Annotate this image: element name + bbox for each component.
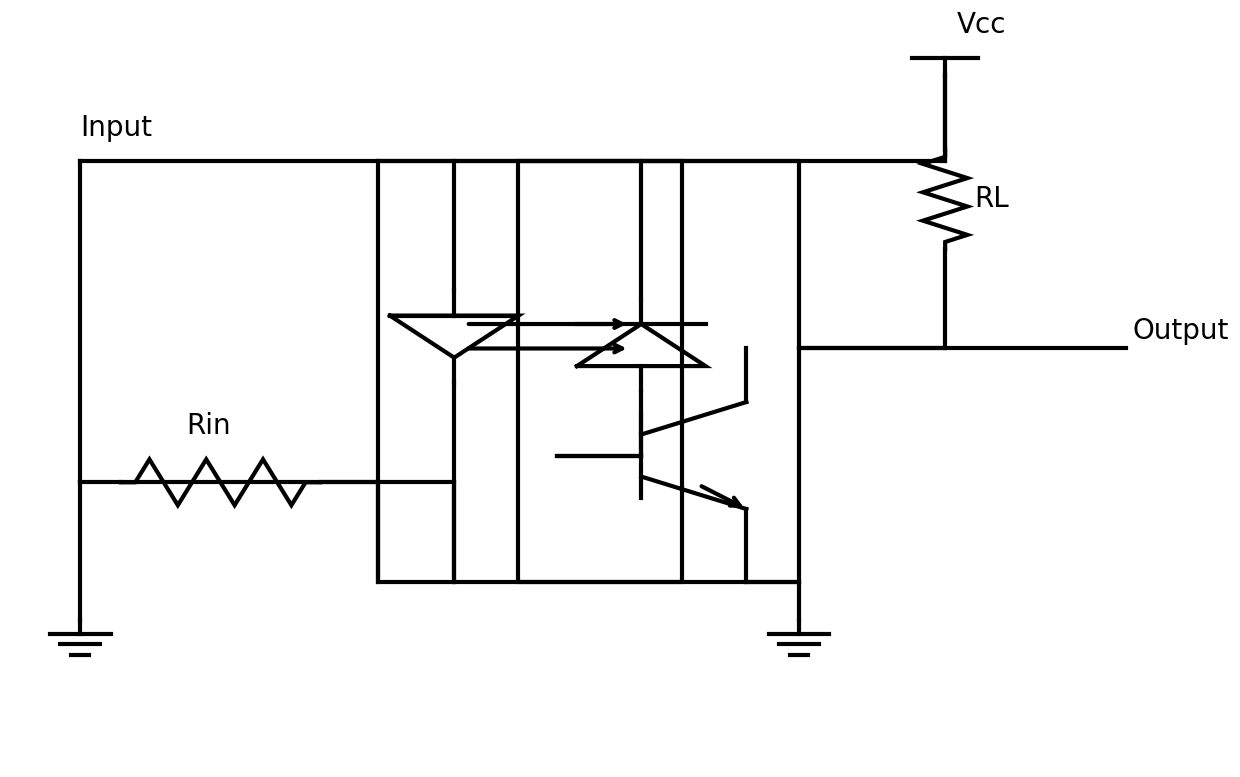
Text: Vcc: Vcc <box>957 11 1007 39</box>
Text: Rin: Rin <box>186 413 231 441</box>
Text: Input: Input <box>81 114 153 142</box>
Text: RL: RL <box>975 186 1009 214</box>
Bar <box>518 161 799 582</box>
Text: Output: Output <box>1132 317 1229 345</box>
Bar <box>378 161 682 582</box>
